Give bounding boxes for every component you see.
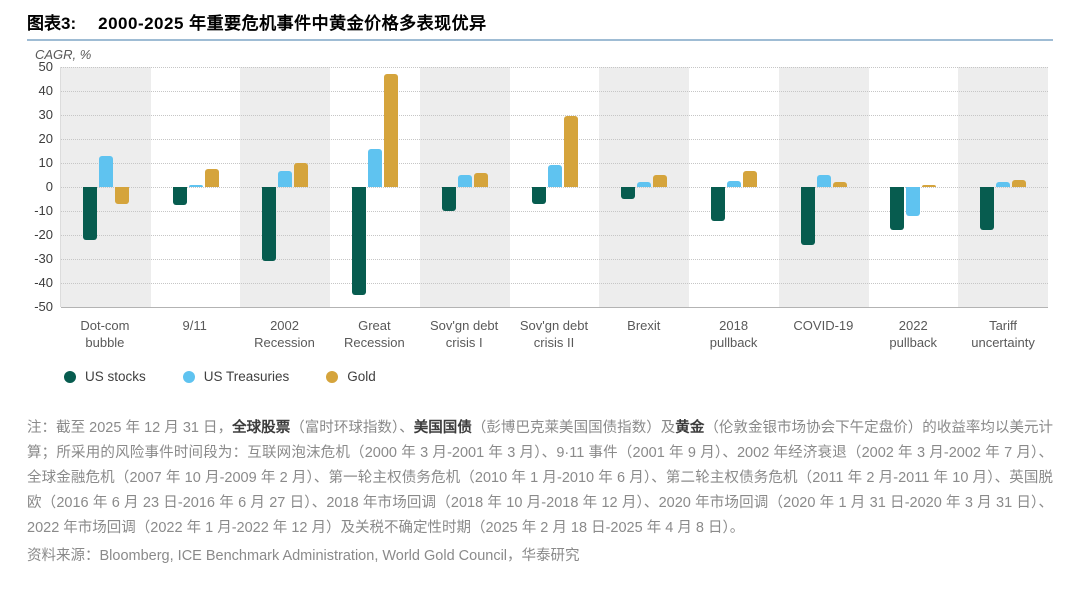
bar-us-stocks: [711, 187, 725, 221]
x-axis-label: Sov'gn debt crisis I: [430, 318, 499, 350]
bar-chart: CAGR, % 50 40 30 20 10 0 -10 -20 -30 -40 -50 Dot-c…: [27, 47, 1053, 399]
category-column: [330, 67, 420, 307]
y-axis-tick: 0: [45, 179, 53, 194]
x-axis-label: Brexit: [627, 318, 661, 333]
legend-label: US Treasuries: [203, 369, 290, 384]
gridline: [61, 283, 1048, 284]
footnote-text: （彭博巴克莱美国国债指数）及: [471, 420, 676, 436]
legend-dot-icon: [326, 370, 339, 383]
gridline: [61, 211, 1048, 212]
legend: US stocks US Treasuries Gold: [64, 369, 376, 384]
bar-us-treasuries: [727, 181, 741, 187]
legend-dot-icon: [64, 370, 76, 383]
x-axis-label: 2018 pullback: [709, 318, 758, 350]
bar-us-stocks: [262, 187, 277, 262]
y-axis-tick: 50: [38, 59, 53, 74]
gridline: [61, 67, 1048, 68]
source-line: 资料来源：Bloomberg, ICE Benchmark Administra…: [27, 548, 580, 564]
bar-gold: [204, 169, 219, 187]
bar-gold: [743, 171, 757, 187]
footnote-text: （富时环球指数）、: [290, 420, 414, 436]
x-axis-line: [61, 307, 1048, 308]
legend-label: Gold: [347, 369, 376, 384]
bar-us-treasuries: [906, 187, 921, 216]
bar-us-treasuries: [816, 175, 831, 187]
page-title: 2000-2025 年重要危机事件中黄金价格多表现优异: [98, 14, 487, 33]
bar-us-stocks: [82, 187, 97, 240]
x-axis-label: 2022 pullback: [889, 318, 938, 350]
gridline: [61, 139, 1048, 140]
y-axis-tick: 10: [38, 155, 53, 170]
footnote-emphasis: 全球股票: [232, 420, 291, 436]
header-divider: [27, 39, 1053, 41]
chart-header: 图表3: 2000-2025 年重要危机事件中黄金价格多表现优异: [0, 0, 1080, 34]
bar-us-stocks: [531, 187, 546, 204]
y-axis-tick: -30: [34, 251, 53, 266]
gridline: [61, 91, 1048, 92]
bar-gold: [922, 184, 937, 187]
bar-us-treasuries: [98, 155, 113, 187]
bar-gold: [832, 182, 847, 187]
legend-item-us-stocks: US stocks: [64, 369, 146, 384]
gridline: [61, 163, 1048, 164]
x-axis-label: Great Recession: [343, 318, 405, 350]
bar-us-treasuries: [278, 171, 293, 187]
x-axis-label: Tariff uncertainty: [971, 318, 1035, 350]
y-axis-unit-label: CAGR, %: [35, 47, 92, 62]
bar-gold: [1012, 179, 1027, 187]
bar-us-stocks: [621, 187, 636, 199]
y-axis-tick: -20: [34, 227, 53, 242]
x-axis-label: COVID-19: [793, 318, 854, 333]
x-axis-label: 9/11: [182, 318, 207, 333]
category-column: [151, 67, 241, 307]
y-axis-tick: 20: [38, 131, 53, 146]
bar-us-treasuries: [637, 182, 652, 187]
bar-gold: [114, 187, 129, 204]
bar-us-treasuries: [996, 182, 1011, 187]
bar-gold: [653, 175, 668, 187]
x-axis-label: Dot-com bubble: [80, 318, 130, 350]
category-column: [510, 67, 600, 307]
legend-dot-icon: [182, 370, 195, 383]
x-axis-label: 2002 Recession: [254, 318, 315, 350]
x-axis-labels: Dot-com bubble 9/11 2002 Recession Great Re…: [60, 317, 1048, 351]
bar-gold: [563, 116, 578, 187]
bar-us-stocks: [172, 187, 187, 205]
bar-gold: [294, 163, 309, 187]
gridline: [61, 259, 1048, 260]
footnote-emphasis: 美国国债: [413, 420, 472, 436]
category-column: [689, 67, 779, 307]
category-column: [869, 67, 959, 307]
y-axis-tick: -40: [34, 275, 53, 290]
y-axis-tick: 40: [38, 83, 53, 98]
bar-us-treasuries: [457, 175, 472, 187]
footnote-text: 注：截至 2025 年 12 月 31 日，: [27, 420, 233, 436]
gridline: [61, 235, 1048, 236]
gridline: [61, 115, 1048, 116]
bar-us-treasuries: [368, 148, 383, 187]
y-axis-tick: 30: [38, 107, 53, 122]
legend-label: US stocks: [85, 369, 146, 384]
footnote-text: （伦敦金银市场协会下午定盘价）的收益率均以美元计算；所采用的风险事件时间段为：互…: [27, 420, 1054, 536]
bar-us-treasuries: [188, 184, 203, 187]
footnote: 注：截至 2025 年 12 月 31 日，全球股票（富时环球指数）、美国国债（…: [27, 416, 1053, 541]
bar-us-stocks: [890, 187, 905, 231]
plot-area: 50 40 30 20 10 0 -10 -20 -30 -40 -50: [34, 59, 1049, 314]
bar-gold: [384, 74, 399, 187]
bar-us-treasuries: [547, 165, 562, 187]
y-axis-tick: -10: [34, 203, 53, 218]
bar-us-stocks: [980, 187, 995, 231]
bar-us-stocks: [441, 187, 456, 211]
bar-gold: [473, 172, 488, 187]
legend-item-us-treasuries: US Treasuries: [182, 369, 290, 384]
gridline: [61, 187, 1048, 188]
bar-us-stocks: [800, 187, 815, 245]
bar-us-stocks: [352, 187, 367, 295]
x-axis-label: Sov'gn debt crisis II: [519, 318, 589, 350]
figure-label: 图表3:: [27, 14, 77, 33]
y-axis-tick: -50: [34, 299, 53, 314]
legend-item-gold: Gold: [326, 369, 376, 384]
footnote-emphasis: 黄金: [675, 420, 705, 436]
